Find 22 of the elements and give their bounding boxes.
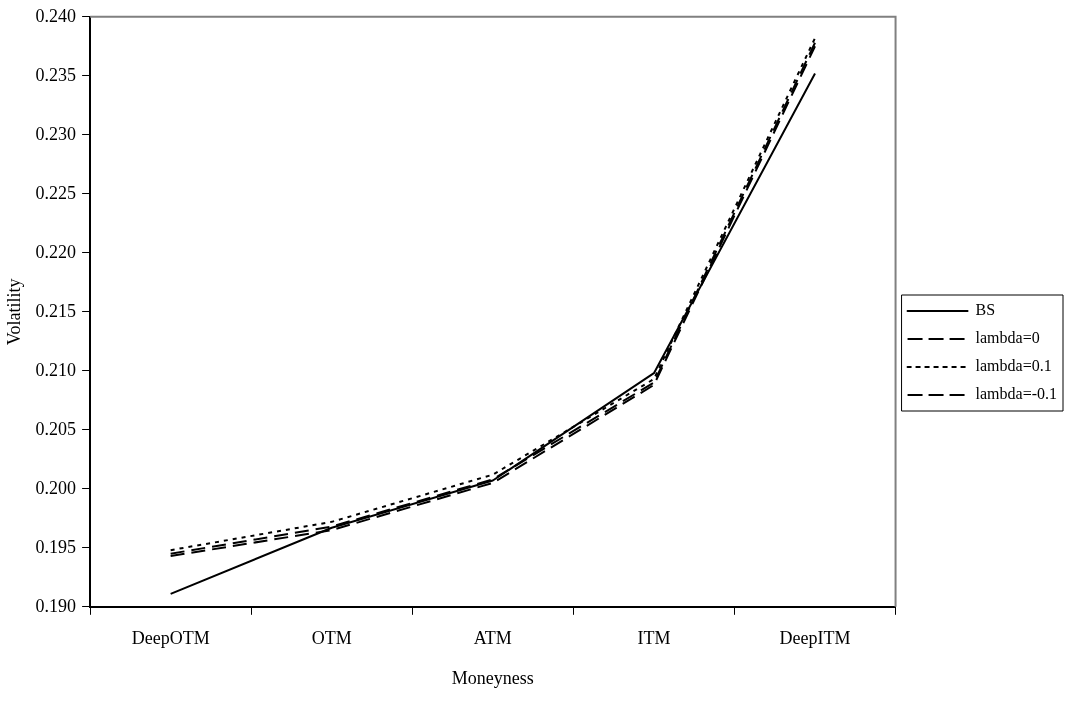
legend-label: lambda=0 <box>975 329 1040 347</box>
y-tick-label: 0.220 <box>35 241 77 262</box>
y-tick-label: 0.215 <box>35 300 77 321</box>
x-tick-label: DeepITM <box>779 628 851 649</box>
y-tick-label: 0.195 <box>35 536 77 557</box>
legend-label: lambda=0.1 <box>975 357 1052 375</box>
y-tick-label: 0.225 <box>35 182 77 203</box>
y-tick-label: 0.190 <box>35 595 77 616</box>
x-tick-label: DeepOTM <box>131 628 210 649</box>
y-tick-label: 0.210 <box>35 359 77 380</box>
x-tick-label: ITM <box>637 628 671 649</box>
x-tick-label: OTM <box>311 628 352 649</box>
y-tick-label: 0.240 <box>35 5 77 26</box>
y-axis-title: Volatility <box>3 278 24 346</box>
y-tick-label: 0.230 <box>35 123 77 144</box>
legend-label: lambda=-0.1 <box>975 385 1058 403</box>
y-tick-label: 0.200 <box>35 477 77 498</box>
x-axis-title: Moneyness <box>451 667 534 688</box>
y-tick-label: 0.235 <box>35 64 77 85</box>
legend-label: BS <box>975 301 996 319</box>
x-tick-label: ATM <box>473 628 512 649</box>
y-tick-label: 0.205 <box>35 418 77 439</box>
